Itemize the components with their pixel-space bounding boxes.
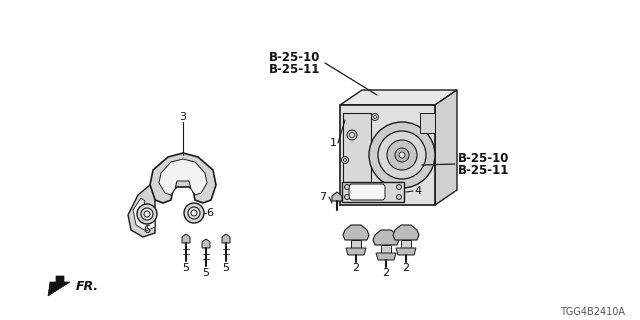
Circle shape [371,114,378,121]
Circle shape [144,211,150,217]
Circle shape [191,210,197,216]
Polygon shape [159,159,207,195]
Text: 2: 2 [353,263,360,273]
Polygon shape [182,234,190,243]
Polygon shape [202,239,210,248]
Circle shape [374,116,376,118]
Circle shape [342,156,349,164]
Circle shape [395,148,409,162]
Bar [420,113,435,133]
Bar [343,113,371,197]
Polygon shape [396,248,416,255]
Polygon shape [346,248,366,255]
Text: 2: 2 [403,263,410,273]
Polygon shape [222,234,230,243]
FancyBboxPatch shape [349,184,385,200]
Polygon shape [332,192,342,201]
Text: 5: 5 [202,268,209,278]
Circle shape [188,207,200,219]
Circle shape [137,204,157,224]
Text: 5: 5 [223,263,230,273]
Circle shape [397,185,401,189]
Text: 2: 2 [383,268,390,278]
Text: 5: 5 [182,263,189,273]
Polygon shape [48,276,70,296]
Text: B-25-11: B-25-11 [269,62,321,76]
Polygon shape [373,230,399,245]
Polygon shape [128,185,155,237]
Circle shape [397,195,401,199]
Circle shape [344,185,349,189]
Polygon shape [376,253,396,260]
Text: B-25-10: B-25-10 [458,151,509,164]
Circle shape [141,208,153,220]
Bar [351,240,361,248]
Text: FR.: FR. [76,279,99,292]
Bar [401,240,411,248]
Circle shape [371,191,378,198]
Polygon shape [340,90,457,105]
Polygon shape [435,90,457,205]
Text: 4: 4 [415,186,422,196]
Circle shape [347,130,357,140]
Circle shape [344,158,346,162]
Circle shape [184,203,204,223]
Text: 7: 7 [319,192,326,202]
Polygon shape [343,225,369,240]
Circle shape [374,194,376,196]
Text: TGG4B2410A: TGG4B2410A [560,307,625,317]
Bar [381,245,391,253]
Text: 1: 1 [330,138,337,148]
Circle shape [387,140,417,170]
Circle shape [399,152,405,158]
Circle shape [369,122,435,188]
Bar [342,182,404,202]
Bar [345,183,367,197]
Text: 6: 6 [143,225,150,235]
Polygon shape [393,225,419,240]
Circle shape [344,195,349,199]
Text: 3: 3 [179,112,186,122]
Text: B-25-11: B-25-11 [458,164,509,177]
Text: B-25-10: B-25-10 [269,51,321,63]
Text: 6: 6 [207,208,214,218]
Polygon shape [133,198,155,231]
Circle shape [378,131,426,179]
Circle shape [349,132,355,138]
Bar [340,105,435,205]
Polygon shape [150,153,216,203]
